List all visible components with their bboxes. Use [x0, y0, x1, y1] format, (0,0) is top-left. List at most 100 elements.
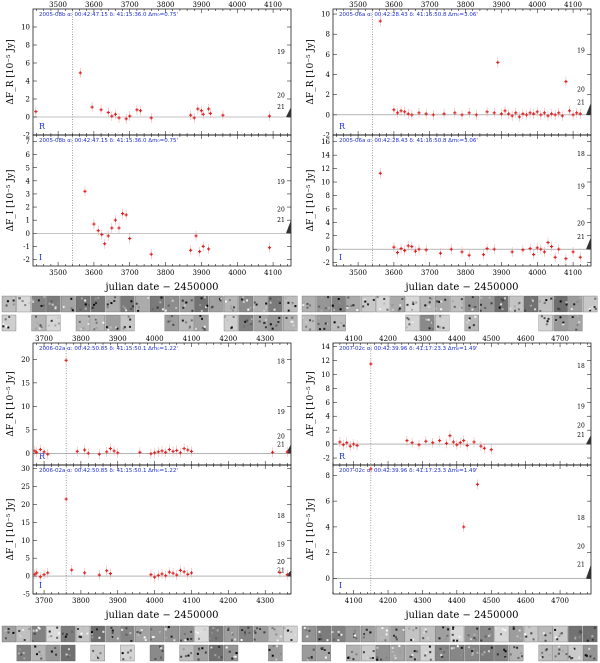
thumbnail-noise	[271, 626, 274, 629]
thumbnail-noise	[147, 296, 150, 299]
thumbnail-noise	[307, 657, 310, 660]
thumbnail-noise	[429, 658, 432, 661]
thumbnail-noise	[306, 302, 309, 305]
thumbnail-noise	[210, 306, 213, 309]
thumbnail-noise	[559, 632, 562, 635]
thumbnail-noise	[471, 296, 474, 299]
thumbnail-stamp	[105, 295, 120, 313]
thumbnail-noise	[210, 646, 213, 649]
thumbnail-noise	[445, 646, 448, 649]
thumbnail-noise	[589, 309, 592, 312]
thumbnail-noise	[516, 635, 519, 638]
thumbnail-noise	[337, 639, 340, 642]
thumbnail-noise	[424, 304, 427, 307]
y-axis-label: ΔF_I [10⁻⁵ Jy]	[306, 169, 316, 231]
thumbnail-noise	[451, 633, 454, 636]
thumbnail-noise	[273, 308, 276, 311]
thumbnail-noise	[383, 655, 386, 658]
magnitude-label: 21	[577, 234, 585, 241]
thumbnail-noise	[39, 653, 42, 656]
thumbnail-noise	[204, 651, 207, 654]
thumbnail-noise	[544, 639, 547, 642]
x-tick-label: 3700	[35, 597, 53, 605]
x-tick-label-top: 4500	[482, 335, 500, 343]
thumbnail-noise	[78, 320, 81, 323]
thumbnail-noise	[303, 626, 306, 629]
thumbnail-noise	[197, 637, 200, 640]
thumbnail-noise	[175, 306, 178, 309]
thumbnail-noise	[453, 305, 456, 308]
magnitude-label: 19	[277, 542, 285, 549]
thumbnail-noise	[24, 304, 27, 307]
magnitude-label: 19	[577, 403, 585, 410]
thumbnail-noise	[346, 306, 349, 309]
thumbnail-noise	[571, 648, 574, 651]
thumbnail-noise	[253, 630, 256, 633]
x-tick-label: 3900	[109, 597, 127, 605]
thumbnail-noise	[275, 645, 278, 648]
thumbnail-noise	[201, 317, 204, 320]
thumbnail-noise	[428, 301, 431, 304]
thumbnail-noise	[306, 635, 309, 638]
y-tick-label: 8	[326, 192, 330, 200]
thumbnail-noise	[347, 656, 350, 659]
y-tick-label: -2	[323, 132, 330, 140]
thumbnail-noise	[21, 300, 24, 303]
thumbnail-noise	[171, 296, 174, 299]
thumbnail-noise	[161, 308, 164, 311]
thumbnail-noise	[479, 303, 482, 306]
thumbnail-noise	[591, 635, 594, 638]
thumbnail-noise	[543, 317, 546, 320]
thumbnail-noise	[459, 307, 462, 310]
thumbnail-noise	[214, 654, 217, 657]
magnitude-label: 20	[277, 92, 285, 99]
thumbnail-noise	[244, 631, 247, 634]
thumbnail-noise	[70, 297, 73, 300]
thumbnail-noise	[105, 326, 108, 329]
thumbnail-noise	[137, 309, 140, 312]
thumbnail-noise	[440, 317, 443, 320]
thumbnail-noise	[587, 632, 590, 635]
thumbnail-noise	[460, 298, 463, 301]
thumbnail-noise	[338, 633, 341, 636]
x-tick-label: 4200	[379, 597, 397, 605]
thumbnail-noise	[371, 656, 374, 659]
thumbnail-noise	[393, 634, 396, 637]
thumbnail-noise	[473, 633, 476, 636]
thumbnail-noise	[490, 646, 493, 649]
thumbnail-noise	[585, 654, 588, 657]
thumbnail-noise	[116, 327, 119, 330]
magnitude-label: 18	[577, 151, 585, 158]
thumbnail-noise	[227, 628, 230, 631]
thumbnail-noise	[64, 306, 67, 309]
thumbnail-noise	[550, 297, 553, 300]
thumbnail-noise	[99, 652, 102, 655]
thumbnail-noise	[17, 632, 20, 635]
thumbnail-noise	[159, 301, 162, 304]
thumbnail-noise	[430, 637, 433, 640]
y-axis-label: ΔF_R [10⁻⁵ Jy]	[306, 39, 316, 104]
thumbnail-noise	[363, 298, 366, 301]
thumbnail-noise	[265, 302, 268, 305]
thumbnail-noise	[48, 630, 51, 633]
thumbnail-noise	[524, 309, 527, 312]
thumbnail-noise	[380, 658, 383, 661]
thumbnail-noise	[556, 638, 559, 641]
thumbnail-noise	[110, 626, 113, 629]
thumbnail-noise	[190, 637, 193, 640]
thumbnail-noise	[278, 301, 281, 304]
thumbnail-noise	[476, 627, 479, 630]
thumbnail-noise	[412, 303, 415, 306]
thumbnail-stamp	[568, 314, 583, 332]
thumbnail-noise	[35, 315, 38, 318]
thumbnail-noise	[501, 628, 504, 631]
x-tick-label: 4100	[564, 269, 582, 277]
thumbnail-noise	[428, 645, 431, 648]
x-tick-label: 3700	[121, 269, 139, 277]
y-tick-label: 30	[21, 465, 30, 473]
thumbnail-noise	[325, 322, 328, 325]
thumbnail-noise	[211, 647, 214, 650]
thumbnail-noise	[34, 327, 37, 330]
thumbnail-noise	[243, 633, 246, 636]
x-tick-label: 3600	[85, 269, 103, 277]
